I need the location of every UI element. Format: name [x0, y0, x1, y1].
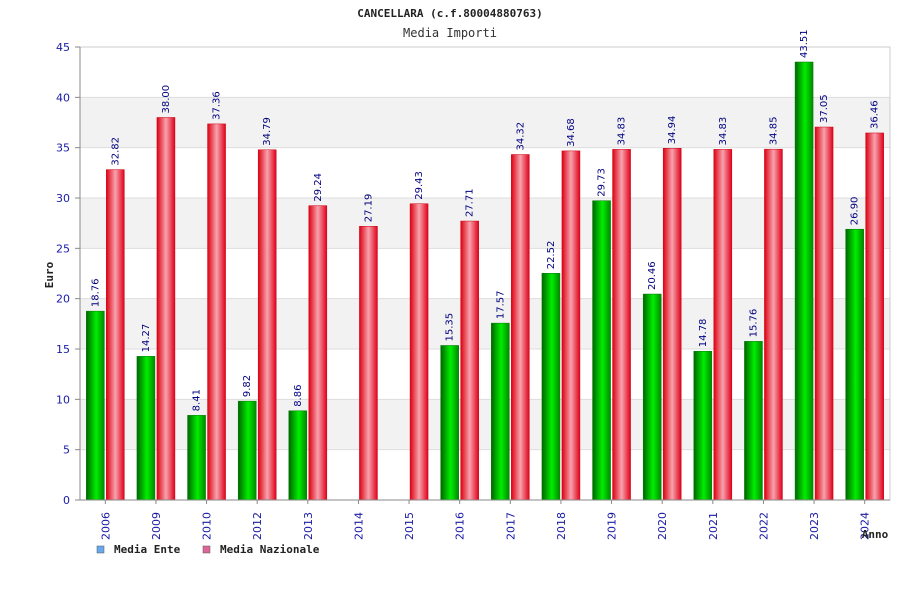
bar-media-nazionale-2017 — [511, 154, 530, 501]
bar-media-nazionale-2006 — [106, 169, 125, 501]
data-label: 34.68 — [566, 118, 577, 147]
data-label: 29.24 — [313, 173, 324, 202]
bar-media-ente-2013 — [288, 410, 308, 501]
bar-media-ente-2017 — [491, 322, 510, 501]
bar-media-ente-2012 — [237, 400, 257, 501]
data-label: 15.76 — [748, 309, 759, 338]
y-tick-label: 45 — [56, 41, 70, 54]
data-label: 37.05 — [819, 94, 830, 123]
bar-media-nazionale-2014 — [359, 226, 378, 501]
data-label: 29.43 — [414, 171, 425, 200]
y-tick-label: 35 — [56, 142, 70, 155]
data-label: 15.35 — [445, 313, 456, 342]
bar-media-nazionale-2015 — [409, 203, 429, 501]
bar-media-nazionale-2018 — [561, 150, 581, 501]
bar-media-ente-2009 — [136, 356, 156, 501]
x-tick-label: 2021 — [707, 512, 720, 540]
data-label: 26.90 — [850, 197, 861, 226]
bar-media-ente-2021 — [693, 350, 713, 501]
data-label: 14.27 — [141, 324, 152, 353]
data-label: 9.82 — [242, 375, 253, 397]
data-label: 29.73 — [597, 168, 608, 197]
x-tick-label: 2015 — [403, 512, 416, 540]
bar-media-nazionale-2009 — [156, 117, 176, 501]
y-tick-label: 40 — [56, 91, 70, 104]
bar-media-nazionale-2012 — [257, 149, 277, 501]
bar-media-ente-2022 — [744, 341, 763, 501]
bar-media-ente-2006 — [86, 310, 105, 501]
data-label: 17.57 — [495, 290, 506, 319]
legend: Media Ente Media Nazionale — [96, 543, 320, 556]
x-tick-label: 2013 — [302, 512, 315, 540]
bar-media-ente-2023 — [794, 61, 814, 501]
x-axis-label: Anno — [862, 528, 889, 541]
x-tick-label: 2009 — [150, 512, 163, 540]
legend-label-media-nazionale: Media Nazionale — [220, 543, 320, 556]
y-axis: 0 5 10 15 20 25 30 35 40 45 — [56, 41, 81, 507]
data-label: 34.32 — [515, 122, 526, 151]
data-label: 38.00 — [161, 85, 172, 114]
bar-media-nazionale-2024 — [865, 132, 884, 501]
chart-title: CANCELLARA (c.f.80004880763) — [357, 7, 542, 20]
bar-media-ente-2018 — [541, 273, 561, 501]
data-label: 27.19 — [363, 194, 374, 223]
data-label: 37.36 — [212, 91, 223, 120]
bar-media-ente-2016 — [440, 345, 459, 501]
data-label: 36.46 — [870, 100, 881, 129]
data-label: 27.71 — [465, 188, 476, 217]
chart-subtitle: Media Importi — [403, 26, 497, 40]
bar-media-nazionale-2020 — [662, 148, 682, 501]
x-tick-label: 2022 — [757, 512, 770, 540]
x-tick-label: 2017 — [504, 512, 517, 540]
x-tick-label: 2023 — [808, 512, 821, 540]
x-tick-label: 2020 — [656, 512, 669, 540]
bar-media-ente-2019 — [592, 200, 611, 501]
legend-swatch-media-nazionale — [202, 545, 211, 554]
y-tick-label: 5 — [63, 444, 70, 457]
data-label: 43.51 — [799, 29, 810, 58]
bar-media-nazionale-2019 — [612, 149, 631, 501]
x-tick-label: 2006 — [99, 512, 112, 540]
bar-media-ente-2024 — [845, 228, 864, 501]
x-tick-label: 2018 — [555, 512, 568, 540]
bar-media-nazionale-2023 — [814, 126, 834, 501]
x-tick-label: 2010 — [201, 512, 214, 540]
data-label: 34.79 — [262, 117, 273, 146]
data-label: 22.52 — [546, 241, 557, 270]
data-label: 18.76 — [90, 279, 101, 308]
y-tick-label: 30 — [56, 192, 70, 205]
data-label: 34.85 — [768, 117, 779, 146]
data-label: 8.41 — [192, 389, 203, 411]
x-tick-label: 2014 — [352, 512, 365, 540]
x-axis: 2006 2009 2010 2012 2013 2014 2015 2016 2017 2018… — [80, 499, 890, 540]
y-tick-label: 15 — [56, 343, 70, 356]
x-tick-label: 2024 — [859, 512, 872, 540]
data-label: 34.83 — [718, 117, 729, 146]
data-label: 34.94 — [667, 116, 678, 145]
bar-media-nazionale-2013 — [308, 205, 328, 501]
bar-media-nazionale-2010 — [207, 123, 226, 501]
bar-media-ente-2010 — [187, 415, 206, 501]
bar-series: 18.76 32.82 14.27 38.00 8.41 37.36 9.82 34.79 8.… — [86, 29, 884, 501]
x-tick-label: 2019 — [606, 512, 619, 540]
y-tick-label: 20 — [56, 293, 70, 306]
y-axis-label: Euro — [43, 261, 56, 288]
bar-media-ente-2020 — [642, 293, 662, 501]
data-label: 8.86 — [293, 385, 304, 407]
y-tick-label: 0 — [63, 494, 70, 507]
bar-media-nazionale-2022 — [764, 148, 783, 501]
bar-media-nazionale-2016 — [460, 220, 479, 501]
legend-label-media-ente: Media Ente — [114, 543, 181, 556]
bar-media-nazionale-2021 — [713, 149, 733, 501]
data-label: 20.46 — [647, 261, 658, 290]
data-label: 32.82 — [110, 137, 121, 166]
x-tick-label: 2016 — [454, 512, 467, 540]
data-label: 34.83 — [617, 117, 628, 146]
legend-swatch-media-ente — [96, 545, 105, 554]
data-label: 14.78 — [698, 319, 709, 348]
y-tick-label: 25 — [56, 242, 70, 255]
y-tick-label: 10 — [56, 393, 70, 406]
x-tick-label: 2012 — [251, 512, 264, 540]
